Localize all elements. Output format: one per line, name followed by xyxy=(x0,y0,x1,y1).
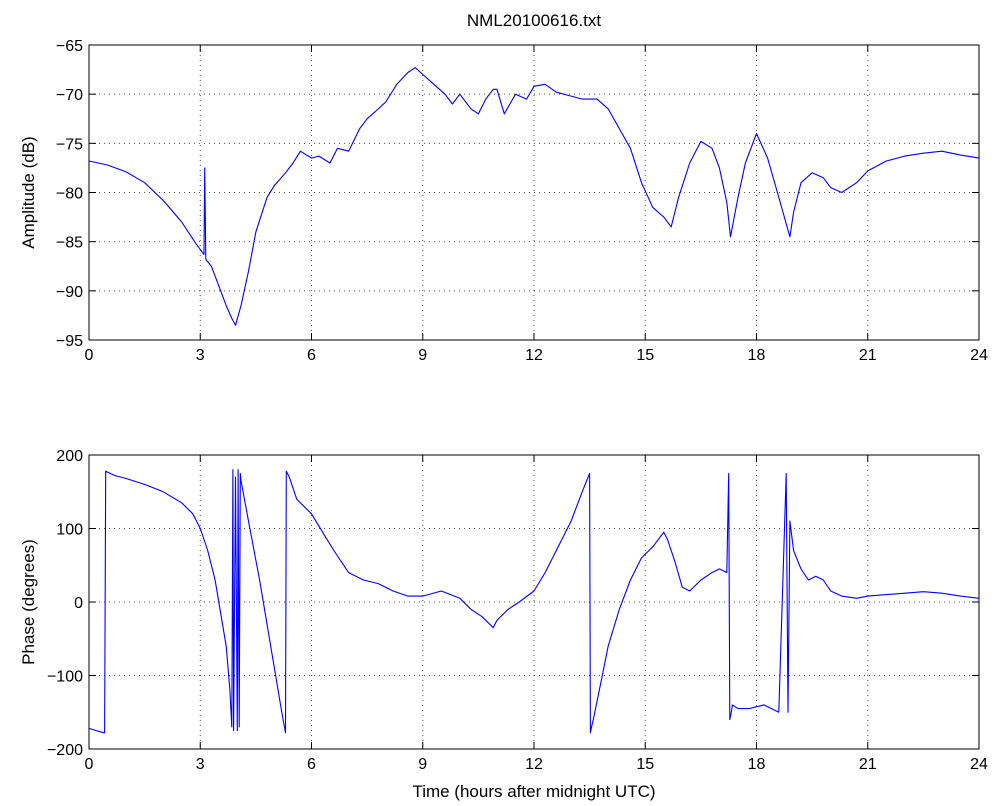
phase-xtick-label: 3 xyxy=(196,756,205,773)
amplitude-xtick-label: 15 xyxy=(636,347,654,364)
amplitude-xtick-label: 21 xyxy=(859,347,877,364)
amplitude-ylabel: Amplitude (dB) xyxy=(19,136,38,248)
amplitude-ytick-label: −80 xyxy=(56,186,83,203)
phase-xtick-label: 12 xyxy=(525,756,543,773)
amplitude-plot: 0 3 6 9 12 15 18 21 24 −95 −90 −85 −80 −75 −70 −65 Ampli… xyxy=(19,38,988,364)
amplitude-xtick-label: 18 xyxy=(748,347,766,364)
phase-ylabel: Phase (degrees) xyxy=(19,539,38,665)
amplitude-xtick-label: 9 xyxy=(418,347,427,364)
phase-xtick-label: 21 xyxy=(859,756,877,773)
amplitude-xtick-label: 12 xyxy=(525,347,543,364)
amplitude-xtick-label: 0 xyxy=(85,347,94,364)
chart-title: NML20100616.txt xyxy=(467,11,601,30)
phase-xtick-label: 18 xyxy=(748,756,766,773)
phase-ytick-label: −100 xyxy=(47,669,83,686)
amplitude-ytick-label: −95 xyxy=(56,333,83,350)
phase-xtick-label: 24 xyxy=(970,756,988,773)
phase-xtick-label: 15 xyxy=(636,756,654,773)
phase-ytick-label: −200 xyxy=(47,742,83,759)
phase-xtick-label: 6 xyxy=(307,756,316,773)
phase-ytick-label: 200 xyxy=(56,448,83,465)
phase-series-line xyxy=(88,469,980,734)
amplitude-ytick-label: −75 xyxy=(56,136,83,153)
phase-xlabel: Time (hours after midnight UTC) xyxy=(412,782,655,801)
phase-xtick-label: 0 xyxy=(85,756,94,773)
amplitude-xtick-label: 3 xyxy=(196,347,205,364)
amplitude-series-line xyxy=(88,67,980,326)
phase-ytick-label: 100 xyxy=(56,522,83,539)
amplitude-xtick-label: 6 xyxy=(307,347,316,364)
amplitude-ytick-label: −90 xyxy=(56,284,83,301)
phase-plot: 0 3 6 9 12 15 18 21 24 −200 −100 0 100 200 Phase (degr… xyxy=(19,448,988,801)
amplitude-ytick-label: −70 xyxy=(56,87,83,104)
amplitude-ytick-label: −65 xyxy=(56,38,83,55)
phase-ytick-label: 0 xyxy=(74,595,83,612)
amplitude-xtick-label: 24 xyxy=(970,347,988,364)
phase-xtick-label: 9 xyxy=(418,756,427,773)
amplitude-ytick-label: −85 xyxy=(56,235,83,252)
